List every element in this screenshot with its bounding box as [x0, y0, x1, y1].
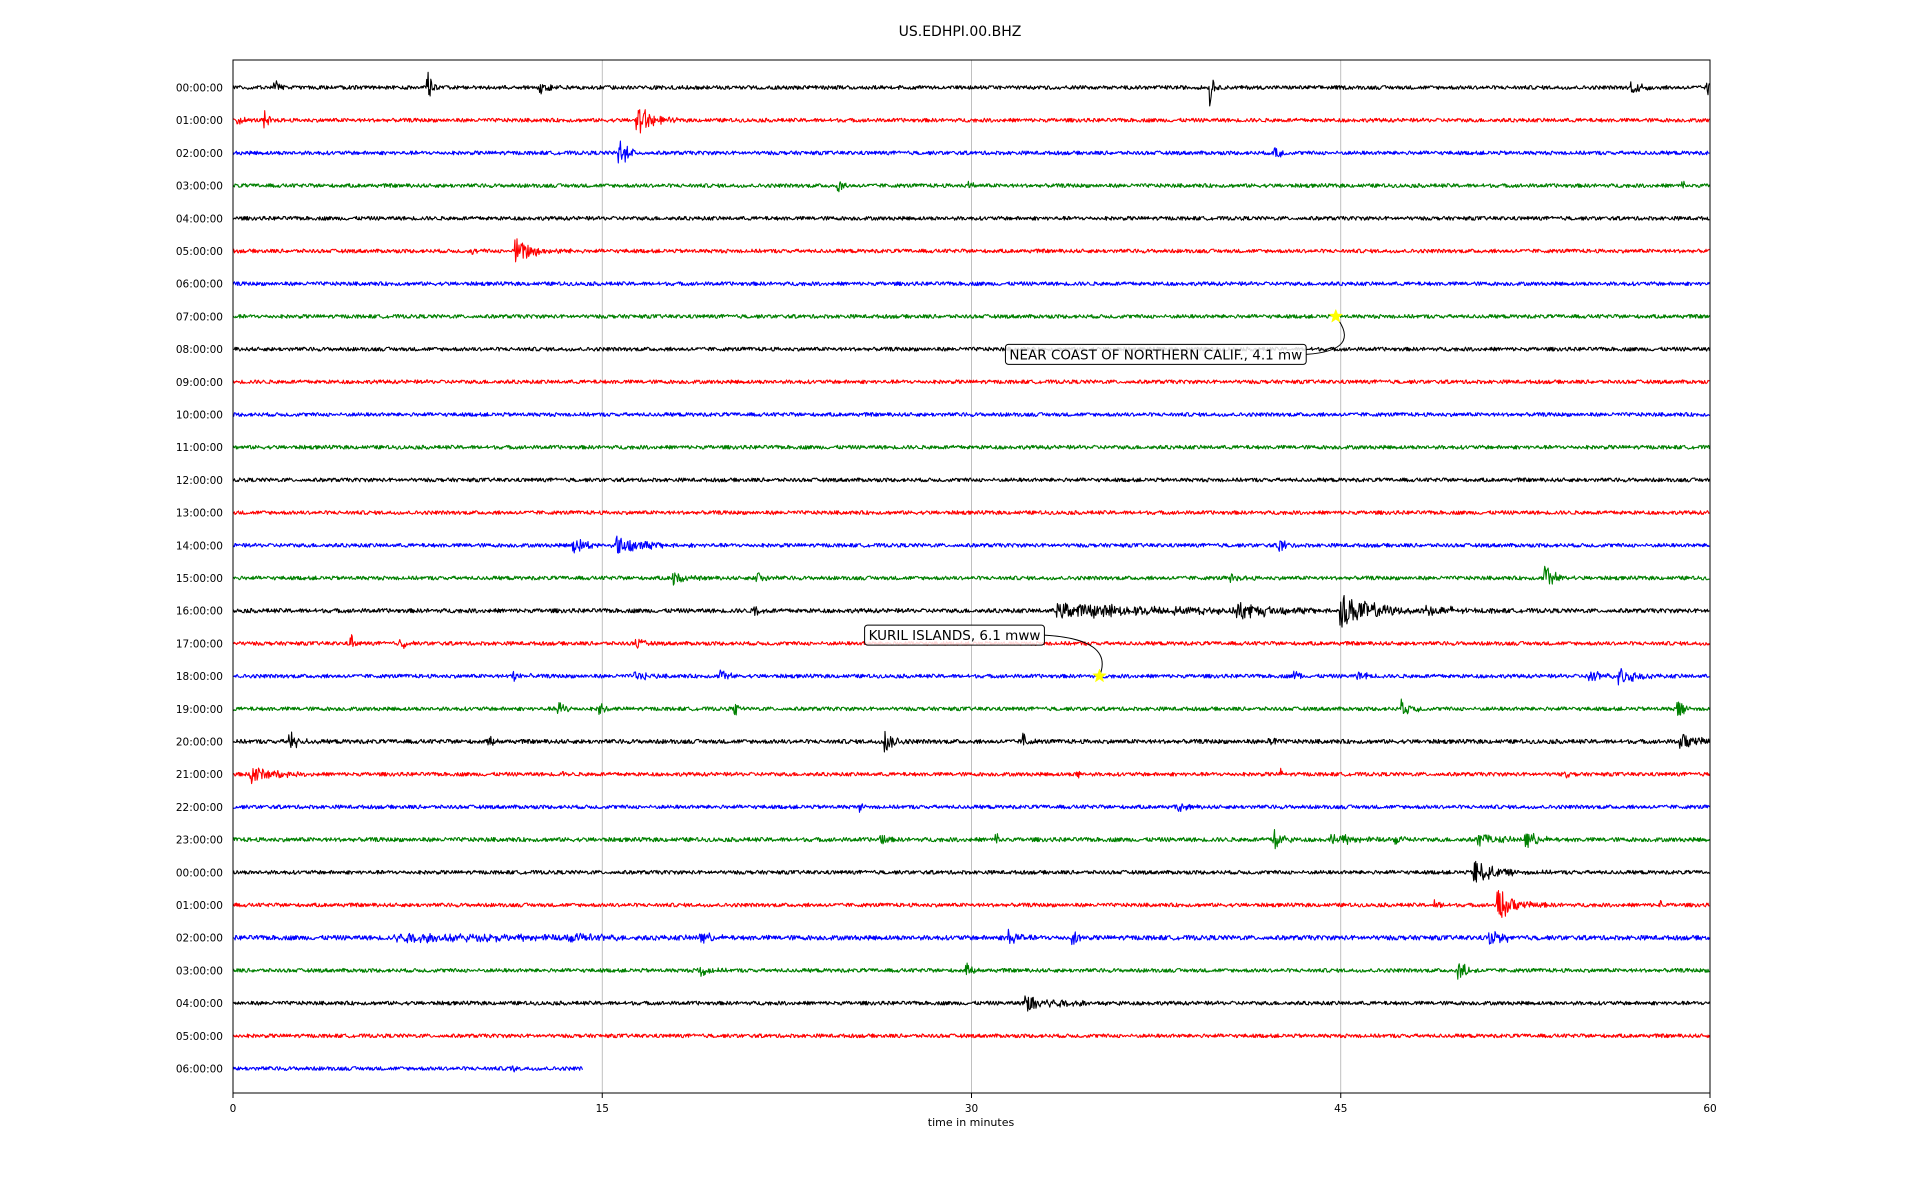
row-label: 16:00:00	[176, 606, 223, 618]
annotation-label: KURIL ISLANDS, 6.1 mww	[869, 628, 1041, 644]
trace-row-3	[232, 180, 1710, 193]
trace-row-18	[232, 667, 1710, 686]
row-label: 13:00:00	[176, 508, 223, 520]
row-label: 05:00:00	[176, 1031, 223, 1043]
trace-row-11	[232, 444, 1710, 450]
row-label: 15:00:00	[176, 573, 223, 585]
row-label: 01:00:00	[176, 900, 223, 912]
trace-row-0	[232, 71, 1710, 107]
trace-row-15	[233, 565, 1710, 586]
annotation-box	[864, 624, 1045, 646]
row-label: 23:00:00	[176, 835, 223, 847]
trace-row-9	[232, 379, 1710, 385]
trace-row-23	[232, 828, 1710, 850]
trace-row-13	[232, 510, 1710, 516]
x-tick-label: 30	[965, 1103, 978, 1115]
trace-row-8	[232, 346, 1710, 352]
row-label-group: 00:00:00 01:00:00 02:00:00 03:00:00 04:00:00…	[176, 83, 223, 1076]
trace-group	[232, 71, 1710, 1073]
annotation-label: NEAR COAST OF NORTHERN CALIF., 4.1 mw	[1009, 347, 1302, 363]
trace-row-30	[232, 1065, 584, 1073]
chart-title: US.EDHPI.00.BHZ	[899, 24, 1022, 40]
trace-row-4	[232, 215, 1710, 221]
row-label: 00:00:00	[176, 83, 223, 95]
trace-row-14	[232, 535, 1710, 554]
trace-row-1	[232, 109, 1710, 134]
x-tick-group: 0 15 30 45 60	[230, 1093, 1717, 1115]
event-star-icon	[1328, 308, 1344, 323]
row-label: 01:00:00	[176, 115, 223, 127]
x-axis-label: time in minutes	[928, 1116, 1015, 1129]
trace-row-5	[232, 238, 1710, 263]
row-label: 12:00:00	[176, 475, 223, 487]
trace-row-7	[232, 313, 1710, 319]
row-label: 19:00:00	[176, 704, 223, 716]
trace-row-16	[232, 594, 1710, 628]
trace-row-24	[232, 860, 1710, 883]
trace-row-28	[232, 995, 1710, 1012]
row-label: 21:00:00	[176, 769, 223, 781]
row-label: 03:00:00	[176, 181, 223, 193]
row-label: 22:00:00	[176, 802, 223, 814]
annotation-group: NEAR COAST OF NORTHERN CALIF., 4.1 mw KUR…	[864, 308, 1345, 683]
row-label: 03:00:00	[176, 965, 223, 977]
row-label: 10:00:00	[176, 410, 223, 422]
row-label: 04:00:00	[176, 213, 223, 225]
trace-row-22	[232, 803, 1710, 813]
trace-row-21	[232, 767, 1710, 785]
trace-row-20	[232, 730, 1710, 753]
row-label: 02:00:00	[176, 148, 223, 160]
row-label: 04:00:00	[176, 998, 223, 1010]
row-label: 00:00:00	[176, 867, 223, 879]
trace-row-19	[232, 698, 1710, 716]
trace-row-12	[232, 477, 1710, 483]
annotation-leader	[1044, 634, 1103, 677]
trace-row-6	[232, 281, 1710, 287]
trace-row-27	[232, 962, 1710, 980]
row-label: 17:00:00	[176, 638, 223, 650]
trace-row-29	[232, 1033, 1710, 1039]
trace-row-25	[232, 890, 1710, 918]
row-label: 18:00:00	[176, 671, 223, 683]
row-label: 20:00:00	[176, 737, 223, 749]
trace-row-2	[232, 140, 1710, 164]
row-label: 02:00:00	[176, 933, 223, 945]
x-tick-label: 0	[230, 1103, 237, 1115]
x-tick-label: 15	[596, 1103, 609, 1115]
row-label: 07:00:00	[176, 311, 223, 323]
row-label: 05:00:00	[176, 246, 223, 258]
row-label: 09:00:00	[176, 377, 223, 389]
x-tick-label: 60	[1703, 1103, 1716, 1115]
trace-row-26	[232, 928, 1710, 946]
event-star-icon	[1092, 668, 1107, 683]
plot-frame	[232, 59, 1711, 1094]
row-label: 06:00:00	[176, 1064, 223, 1076]
row-label: 06:00:00	[176, 279, 223, 291]
annotation-leader	[1306, 316, 1345, 355]
row-label: 11:00:00	[176, 442, 223, 454]
x-tick-label: 45	[1334, 1103, 1347, 1115]
row-label: 08:00:00	[176, 344, 223, 356]
trace-row-10	[232, 412, 1710, 417]
row-label: 14:00:00	[176, 540, 223, 552]
